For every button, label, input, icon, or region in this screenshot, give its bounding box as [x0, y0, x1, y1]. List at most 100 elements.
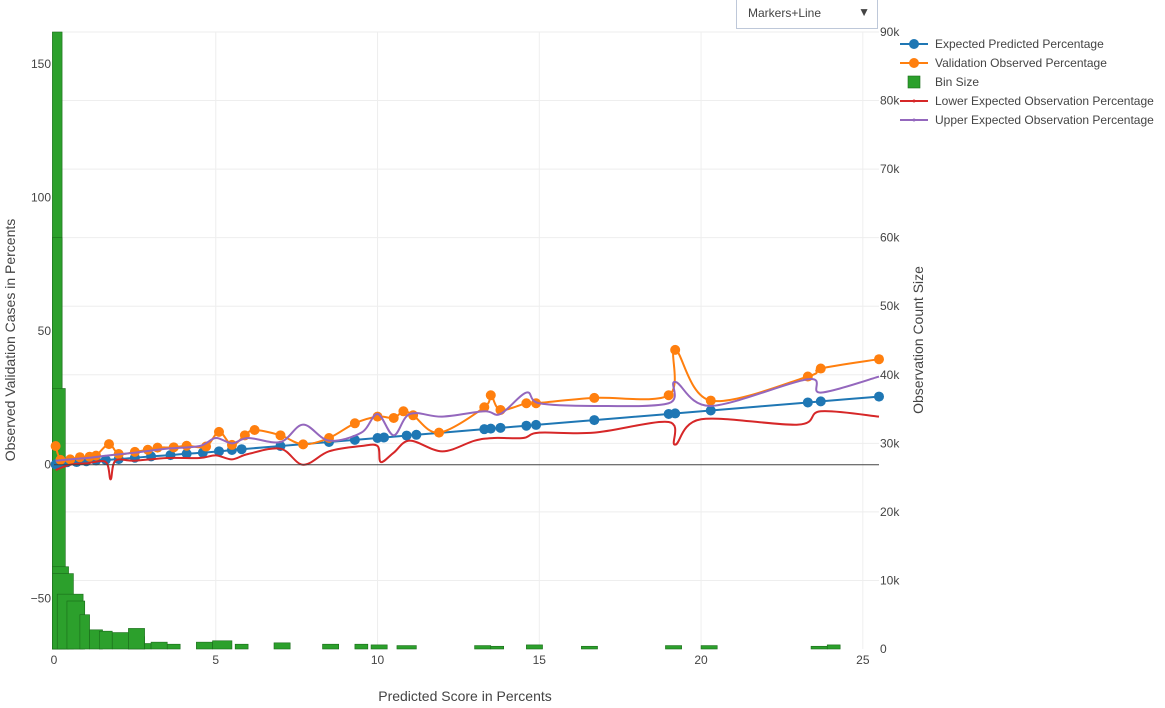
y-tick-label: −50 [31, 591, 52, 605]
series-point-1 [349, 418, 360, 429]
legend: Expected Predicted Percentage Validation … [900, 37, 1154, 127]
series-point-1 [874, 354, 884, 365]
chevron-down-icon: ▼ [858, 5, 870, 19]
bin-bar [322, 643, 340, 650]
legend-marker [912, 118, 916, 122]
series-line-0 [55, 395, 880, 466]
x-tick-label: 20 [694, 653, 708, 667]
y2-tick-label: 60k [880, 231, 900, 245]
y-tick-label: 150 [31, 57, 51, 71]
legend-label: Validation Observed Percentage [935, 56, 1107, 70]
y2-axis-title: Observation Count Size [910, 266, 926, 414]
series-point-0 [589, 415, 600, 426]
series-line-2 [55, 410, 880, 481]
bin-bar [234, 643, 249, 650]
series-point-1 [214, 426, 224, 437]
bin-bar [196, 641, 213, 650]
y2-tick-label: 70k [880, 162, 900, 176]
bin-bar [700, 645, 718, 650]
series-point-0 [495, 422, 506, 433]
series-point-1 [434, 427, 444, 438]
legend-label: Lower Expected Observation Percentage [935, 94, 1154, 108]
axes: 0 5 10 15 20 25 −50 0 50 100 150 0 10k 20k 30k 40k 50k 60… [31, 25, 901, 667]
bin-bar [111, 632, 129, 650]
series-point-1 [181, 440, 192, 451]
legend-label: Bin Size [935, 75, 979, 89]
y2-tick-label: 80k [880, 94, 900, 108]
series-point-1 [521, 398, 532, 409]
y2-tick-label: 20k [880, 505, 900, 519]
series-point-1 [705, 395, 716, 406]
legend-marker [909, 58, 919, 68]
bin-bar [490, 645, 505, 650]
bin-bar [212, 640, 233, 650]
legend-swatch [907, 75, 921, 89]
series-point-0 [815, 396, 826, 407]
series-point-0 [531, 419, 542, 430]
bin-bar [354, 643, 369, 650]
series-point-1 [398, 406, 409, 417]
series-point-1 [663, 390, 674, 401]
series-point-1 [249, 424, 260, 435]
legend-label: Upper Expected Observation Percentage [935, 113, 1154, 127]
series-point-0 [411, 429, 422, 440]
series-point-0 [670, 408, 681, 419]
bin-bar [128, 628, 145, 650]
series-point-1 [815, 363, 826, 374]
series-point-0 [100, 454, 111, 465]
series-point-0 [379, 432, 389, 443]
series-point-0 [401, 430, 412, 441]
series-point-1 [275, 430, 286, 441]
legend-label: Expected Predicted Percentage [935, 37, 1104, 51]
bin-bar [665, 645, 682, 650]
series-point-1 [670, 344, 681, 355]
x-axis-title: Predicted Score in Percents [378, 688, 552, 704]
y2-tick-label: 30k [880, 436, 900, 450]
x-tick-label: 5 [212, 653, 219, 667]
display-mode-dropdown[interactable]: Markers+Line ▼ [736, 0, 878, 29]
series-point-0 [181, 448, 192, 459]
series-point-1 [485, 390, 496, 401]
y2-tick-label: 50k [880, 299, 900, 313]
bin-bar [273, 642, 291, 650]
series-point-1 [388, 412, 399, 423]
x-tick-label: 25 [856, 653, 870, 667]
y2-tick-label: 40k [880, 368, 900, 382]
bin-bar [810, 645, 828, 650]
bin-bar [166, 643, 181, 650]
series-point-1 [298, 439, 309, 450]
y2-tick-label: 10k [880, 573, 900, 587]
series-lines [50, 344, 884, 481]
bin-size-bars [52, 31, 841, 650]
series-point-0 [705, 405, 716, 416]
bin-bar [526, 644, 543, 650]
series-point-1 [408, 410, 419, 421]
series-point-1 [74, 452, 85, 463]
y2-tick-label: 0 [880, 642, 887, 656]
bin-bar [396, 645, 417, 650]
y-tick-label: 0 [44, 458, 51, 472]
series-point-1 [589, 392, 600, 403]
series-point-1 [50, 441, 61, 452]
grid [54, 31, 879, 649]
y-axis-title: Observed Validation Cases in Percents [2, 219, 18, 462]
bin-bar [150, 641, 168, 650]
x-tick-label: 10 [371, 653, 385, 667]
series-point-1 [479, 402, 490, 413]
bin-bar [144, 643, 152, 650]
y-tick-label: 50 [38, 324, 52, 338]
legend-marker [912, 99, 916, 103]
series-point-0 [236, 444, 247, 455]
bin-bar [79, 614, 90, 650]
bin-bar [826, 644, 841, 650]
display-mode-value: Markers+Line [748, 6, 822, 20]
series-point-0 [214, 446, 224, 457]
y2-tick-label: 90k [880, 25, 900, 39]
series-point-0 [802, 397, 813, 408]
series-point-0 [874, 391, 884, 402]
bin-bar [370, 644, 388, 650]
series-point-0 [485, 423, 496, 434]
bin-bar [474, 645, 492, 650]
series-point-1 [104, 439, 114, 450]
